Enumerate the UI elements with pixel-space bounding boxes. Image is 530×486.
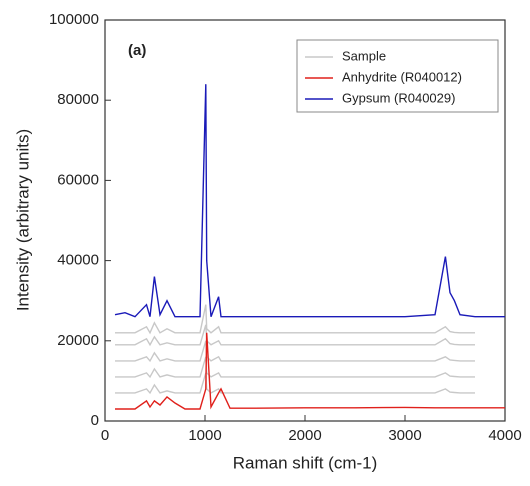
series-line	[115, 340, 475, 363]
x-tick-label: 0	[101, 427, 109, 444]
y-tick-label: 40000	[57, 252, 99, 269]
x-tick-label: 4000	[488, 427, 521, 444]
series-line	[115, 332, 505, 410]
x-tick-label: 2000	[288, 427, 321, 444]
y-tick-label: 0	[91, 412, 99, 429]
x-tick-label: 1000	[188, 427, 221, 444]
y-tick-label: 60000	[57, 171, 99, 188]
y-axis-label: Intensity (arbitrary units)	[13, 129, 32, 311]
x-tick-label: 3000	[388, 427, 421, 444]
series-line	[115, 356, 475, 379]
series-line	[115, 304, 475, 335]
y-tick-label: 100000	[49, 11, 99, 28]
series-line	[114, 84, 505, 318]
annotation: (a)	[128, 42, 146, 59]
x-axis-label: Raman shift (cm-1)	[233, 453, 378, 472]
y-tick-label: 80000	[57, 91, 99, 108]
series-line	[115, 324, 475, 347]
legend-label: Sample	[342, 48, 386, 63]
y-tick-label: 20000	[57, 332, 99, 349]
legend	[296, 39, 499, 113]
series-line	[115, 372, 475, 395]
legend-label: Gypsum (R040029)	[342, 90, 455, 105]
legend-label: Anhydrite (R040012)	[342, 69, 462, 84]
